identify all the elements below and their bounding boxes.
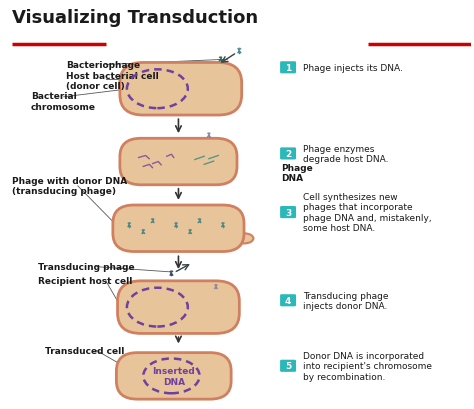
- Ellipse shape: [235, 234, 254, 244]
- FancyBboxPatch shape: [280, 62, 296, 74]
- Text: Recipient host cell: Recipient host cell: [38, 276, 132, 285]
- Text: Phage
DNA: Phage DNA: [282, 163, 313, 183]
- FancyBboxPatch shape: [280, 360, 296, 372]
- Text: 3: 3: [285, 208, 291, 217]
- FancyBboxPatch shape: [118, 281, 239, 334]
- FancyBboxPatch shape: [120, 139, 237, 185]
- Ellipse shape: [174, 222, 178, 225]
- Text: Donor DNA is incorporated
into recipient's chromosome
by recombination.: Donor DNA is incorporated into recipient…: [302, 351, 432, 381]
- Ellipse shape: [188, 229, 192, 231]
- Text: Bacteriophage: Bacteriophage: [66, 61, 140, 70]
- Text: Phage injects its DNA.: Phage injects its DNA.: [302, 64, 402, 73]
- Text: Transducing phage
injects donor DNA.: Transducing phage injects donor DNA.: [302, 291, 388, 310]
- FancyBboxPatch shape: [120, 63, 242, 116]
- Text: Visualizing Transduction: Visualizing Transduction: [12, 9, 258, 27]
- Text: 1: 1: [285, 64, 291, 73]
- Text: Phage enzymes
degrade host DNA.: Phage enzymes degrade host DNA.: [302, 144, 388, 164]
- FancyBboxPatch shape: [280, 294, 296, 307]
- Ellipse shape: [142, 229, 145, 231]
- Ellipse shape: [219, 57, 222, 59]
- Text: Transduced cell: Transduced cell: [45, 346, 124, 355]
- FancyBboxPatch shape: [280, 207, 296, 219]
- Text: 4: 4: [285, 296, 291, 305]
- Text: 5: 5: [285, 362, 291, 371]
- Text: Transducing phage: Transducing phage: [38, 263, 135, 272]
- FancyBboxPatch shape: [113, 205, 244, 252]
- Ellipse shape: [151, 218, 155, 220]
- Text: Cell synthesizes new
phages that incorporate
phage DNA and, mistakenly,
some hos: Cell synthesizes new phages that incorpo…: [302, 193, 431, 233]
- Text: 2: 2: [285, 150, 291, 159]
- Ellipse shape: [221, 222, 225, 225]
- Text: Bacterial
chromosome: Bacterial chromosome: [31, 92, 96, 111]
- Ellipse shape: [237, 49, 241, 51]
- Text: Phage with donor DNA
(transducing phage): Phage with donor DNA (transducing phage): [12, 177, 128, 196]
- Text: Host bacterial cell
(donor cell): Host bacterial cell (donor cell): [66, 72, 159, 91]
- Ellipse shape: [198, 218, 201, 220]
- FancyBboxPatch shape: [280, 148, 296, 160]
- FancyBboxPatch shape: [117, 353, 231, 399]
- Text: Inserted
DNA: Inserted DNA: [152, 366, 195, 386]
- Ellipse shape: [214, 284, 218, 286]
- Ellipse shape: [207, 133, 211, 135]
- Ellipse shape: [128, 222, 131, 225]
- Ellipse shape: [170, 271, 173, 273]
